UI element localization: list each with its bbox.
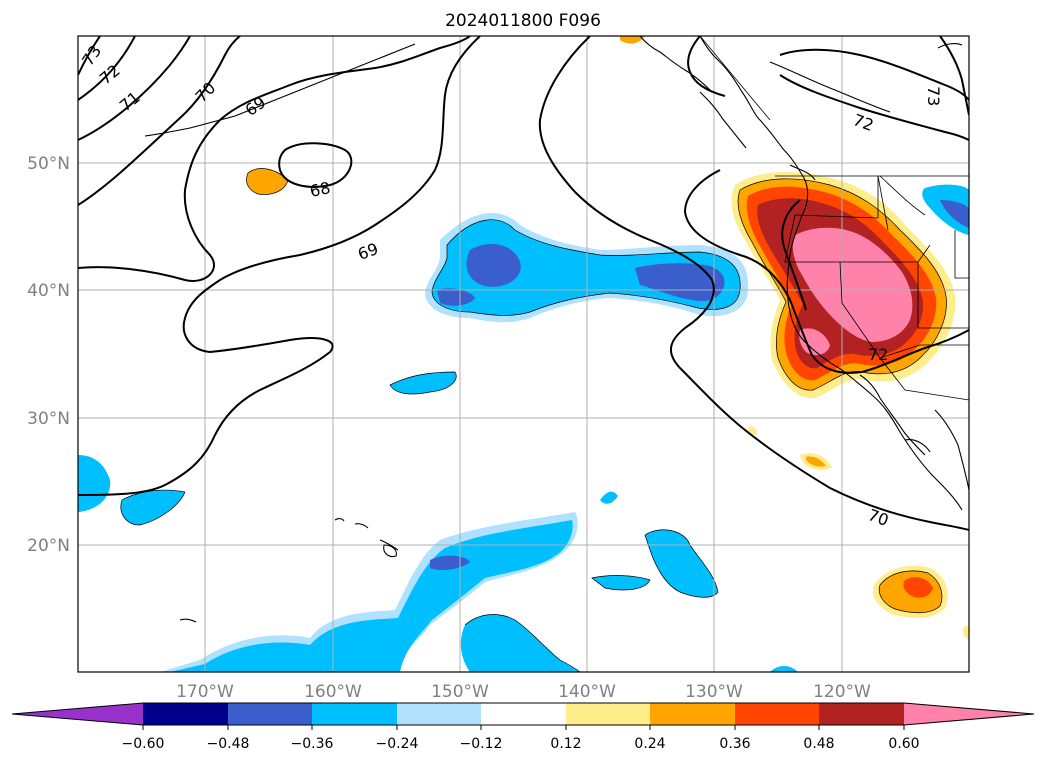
shade-top-small [620, 36, 645, 44]
colorbar-segment-2 [228, 703, 312, 725]
colorbar-segment-1 [143, 703, 228, 725]
map-title: 2024011800 F096 [445, 11, 601, 31]
map-area: 73 72 71 70 69 68 69 72 73 72 70 [78, 36, 969, 672]
colorbar-tick-label-10: 0.60 [888, 736, 919, 752]
colorbar-ticks [142, 725, 905, 730]
shade-south-band-mid [170, 520, 573, 672]
colorbar-segment-3 [312, 703, 397, 725]
colorbar-tick-label-9: 0.48 [803, 736, 834, 752]
shade-bottom-small [770, 666, 798, 672]
colorbar-tick-label-4: −0.24 [376, 736, 419, 752]
contour-70-central [538, 36, 969, 531]
contour-70-west [78, 36, 241, 206]
colorbar-under-arrow [12, 703, 143, 725]
shade-small-orange-north [246, 168, 288, 195]
shade-small-yellow-mid [747, 426, 758, 435]
lat-label-40n: 40°N [27, 281, 70, 301]
contour-71-east [687, 36, 726, 97]
lon-label-170w: 170°W [176, 682, 234, 702]
colorbar-tick-label-7: 0.24 [634, 736, 665, 752]
contour-72-east [779, 48, 969, 101]
contour-73-ne [939, 36, 969, 116]
gridlines [78, 36, 969, 672]
lon-label-130w: 130°W [685, 682, 743, 702]
colorbar-segment-9 [819, 703, 904, 725]
coastlines [144, 36, 969, 623]
contour-73-west [78, 36, 101, 76]
colorbar-tick-label-2: −0.48 [207, 736, 250, 752]
colorbar-tick-label-1: −0.60 [122, 736, 165, 752]
shade-west-us-pink2 [799, 328, 830, 356]
map-frame [77, 35, 970, 673]
political-borders [699, 36, 969, 401]
colorbar-tick-label-6: 0.12 [550, 736, 581, 752]
lon-label-140w: 140°W [558, 682, 616, 702]
shade-south-band2 [460, 614, 580, 672]
height-contours [78, 36, 969, 531]
contour-label-68: 68 [308, 178, 332, 201]
contour-71-west [78, 36, 191, 141]
contour-label-72-us: 72 [868, 345, 888, 364]
shade-east-blob2 [592, 575, 650, 590]
shade-east-blob1 [645, 529, 718, 598]
shade-west-edge [78, 455, 111, 512]
colorbar-tick-label-5: −0.12 [460, 736, 503, 752]
shade-west-blob [120, 490, 185, 525]
shade-east-blob3 [600, 491, 618, 504]
shade-central-pacific-dark3 [437, 288, 475, 306]
lon-label-150w: 150°W [431, 682, 489, 702]
colorbar-segment-4 [397, 703, 481, 725]
shade-subtropic-small [390, 372, 457, 394]
shade-northeast-corner-dark [940, 200, 969, 228]
colorbar-segment-6 [566, 703, 650, 725]
colorbar: −0.60 −0.48 −0.36 −0.24 −0.12 0.12 0.24 … [11, 702, 1035, 752]
contour-72-east-low [779, 74, 969, 141]
lon-label-120w: 120°W [813, 682, 871, 702]
contour-72-west [78, 36, 136, 101]
colorbar-segment-5 [481, 703, 566, 725]
colorbar-segment-8 [735, 703, 819, 725]
shade-central-pacific-dark1 [466, 243, 521, 287]
contour-69-central [78, 36, 481, 496]
negative-anomaly-shading [78, 184, 969, 672]
lat-label-30n: 30°N [27, 409, 70, 429]
contour-71-west-us [781, 199, 807, 311]
lon-label-160w: 160°W [304, 682, 362, 702]
colorbar-tick-label-3: −0.36 [291, 736, 334, 752]
lat-label-20n: 20°N [27, 536, 70, 556]
shade-central-pacific-dark2 [635, 263, 725, 302]
contour-69-main [78, 36, 471, 282]
contour-72-west-us [683, 169, 969, 374]
colorbar-over-arrow [904, 703, 1034, 725]
lat-label-50n: 50°N [27, 154, 70, 174]
colorbar-segment-7 [650, 703, 735, 725]
longitude-labels: 170°W 160°W 150°W 140°W 130°W 120°W [176, 682, 871, 702]
latitude-labels: 50°N 40°N 30°N 20°N [27, 154, 70, 556]
shade-mexico-red [903, 577, 933, 598]
colorbar-tick-label-8: 0.36 [719, 736, 750, 752]
contour-label-73-ne: 73 [924, 86, 943, 106]
shade-small-orange-coast [806, 456, 826, 467]
shade-west-us-pink [792, 227, 913, 342]
shade-right-edge-small [962, 625, 969, 640]
contour-68-loop [278, 142, 353, 188]
